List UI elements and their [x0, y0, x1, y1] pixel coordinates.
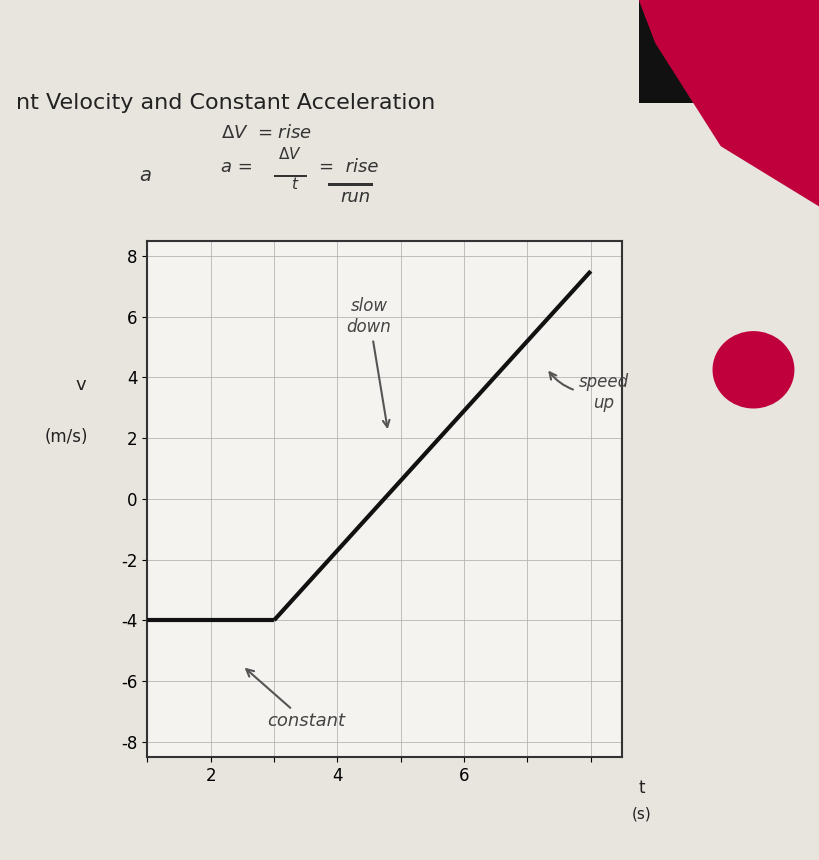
Text: $\Delta V$  = rise: $\Delta V$ = rise: [221, 124, 312, 142]
Text: t: t: [638, 779, 645, 796]
Text: nt Velocity and Constant Acceleration: nt Velocity and Constant Acceleration: [16, 93, 436, 114]
Ellipse shape: [713, 331, 794, 408]
Text: a =: a =: [221, 158, 253, 176]
Text: speed
up: speed up: [550, 372, 628, 412]
Text: slow
down: slow down: [346, 297, 391, 427]
Text: t: t: [291, 177, 296, 192]
Text: $\Delta V$: $\Delta V$: [278, 146, 302, 162]
Polygon shape: [639, 0, 819, 206]
Text: a: a: [139, 166, 152, 185]
Text: (s): (s): [631, 806, 651, 821]
Text: (m/s): (m/s): [45, 428, 88, 445]
Text: constant: constant: [247, 669, 345, 730]
Text: v: v: [75, 377, 86, 394]
Text: run: run: [340, 188, 370, 206]
Text: =  rise: = rise: [319, 158, 379, 176]
